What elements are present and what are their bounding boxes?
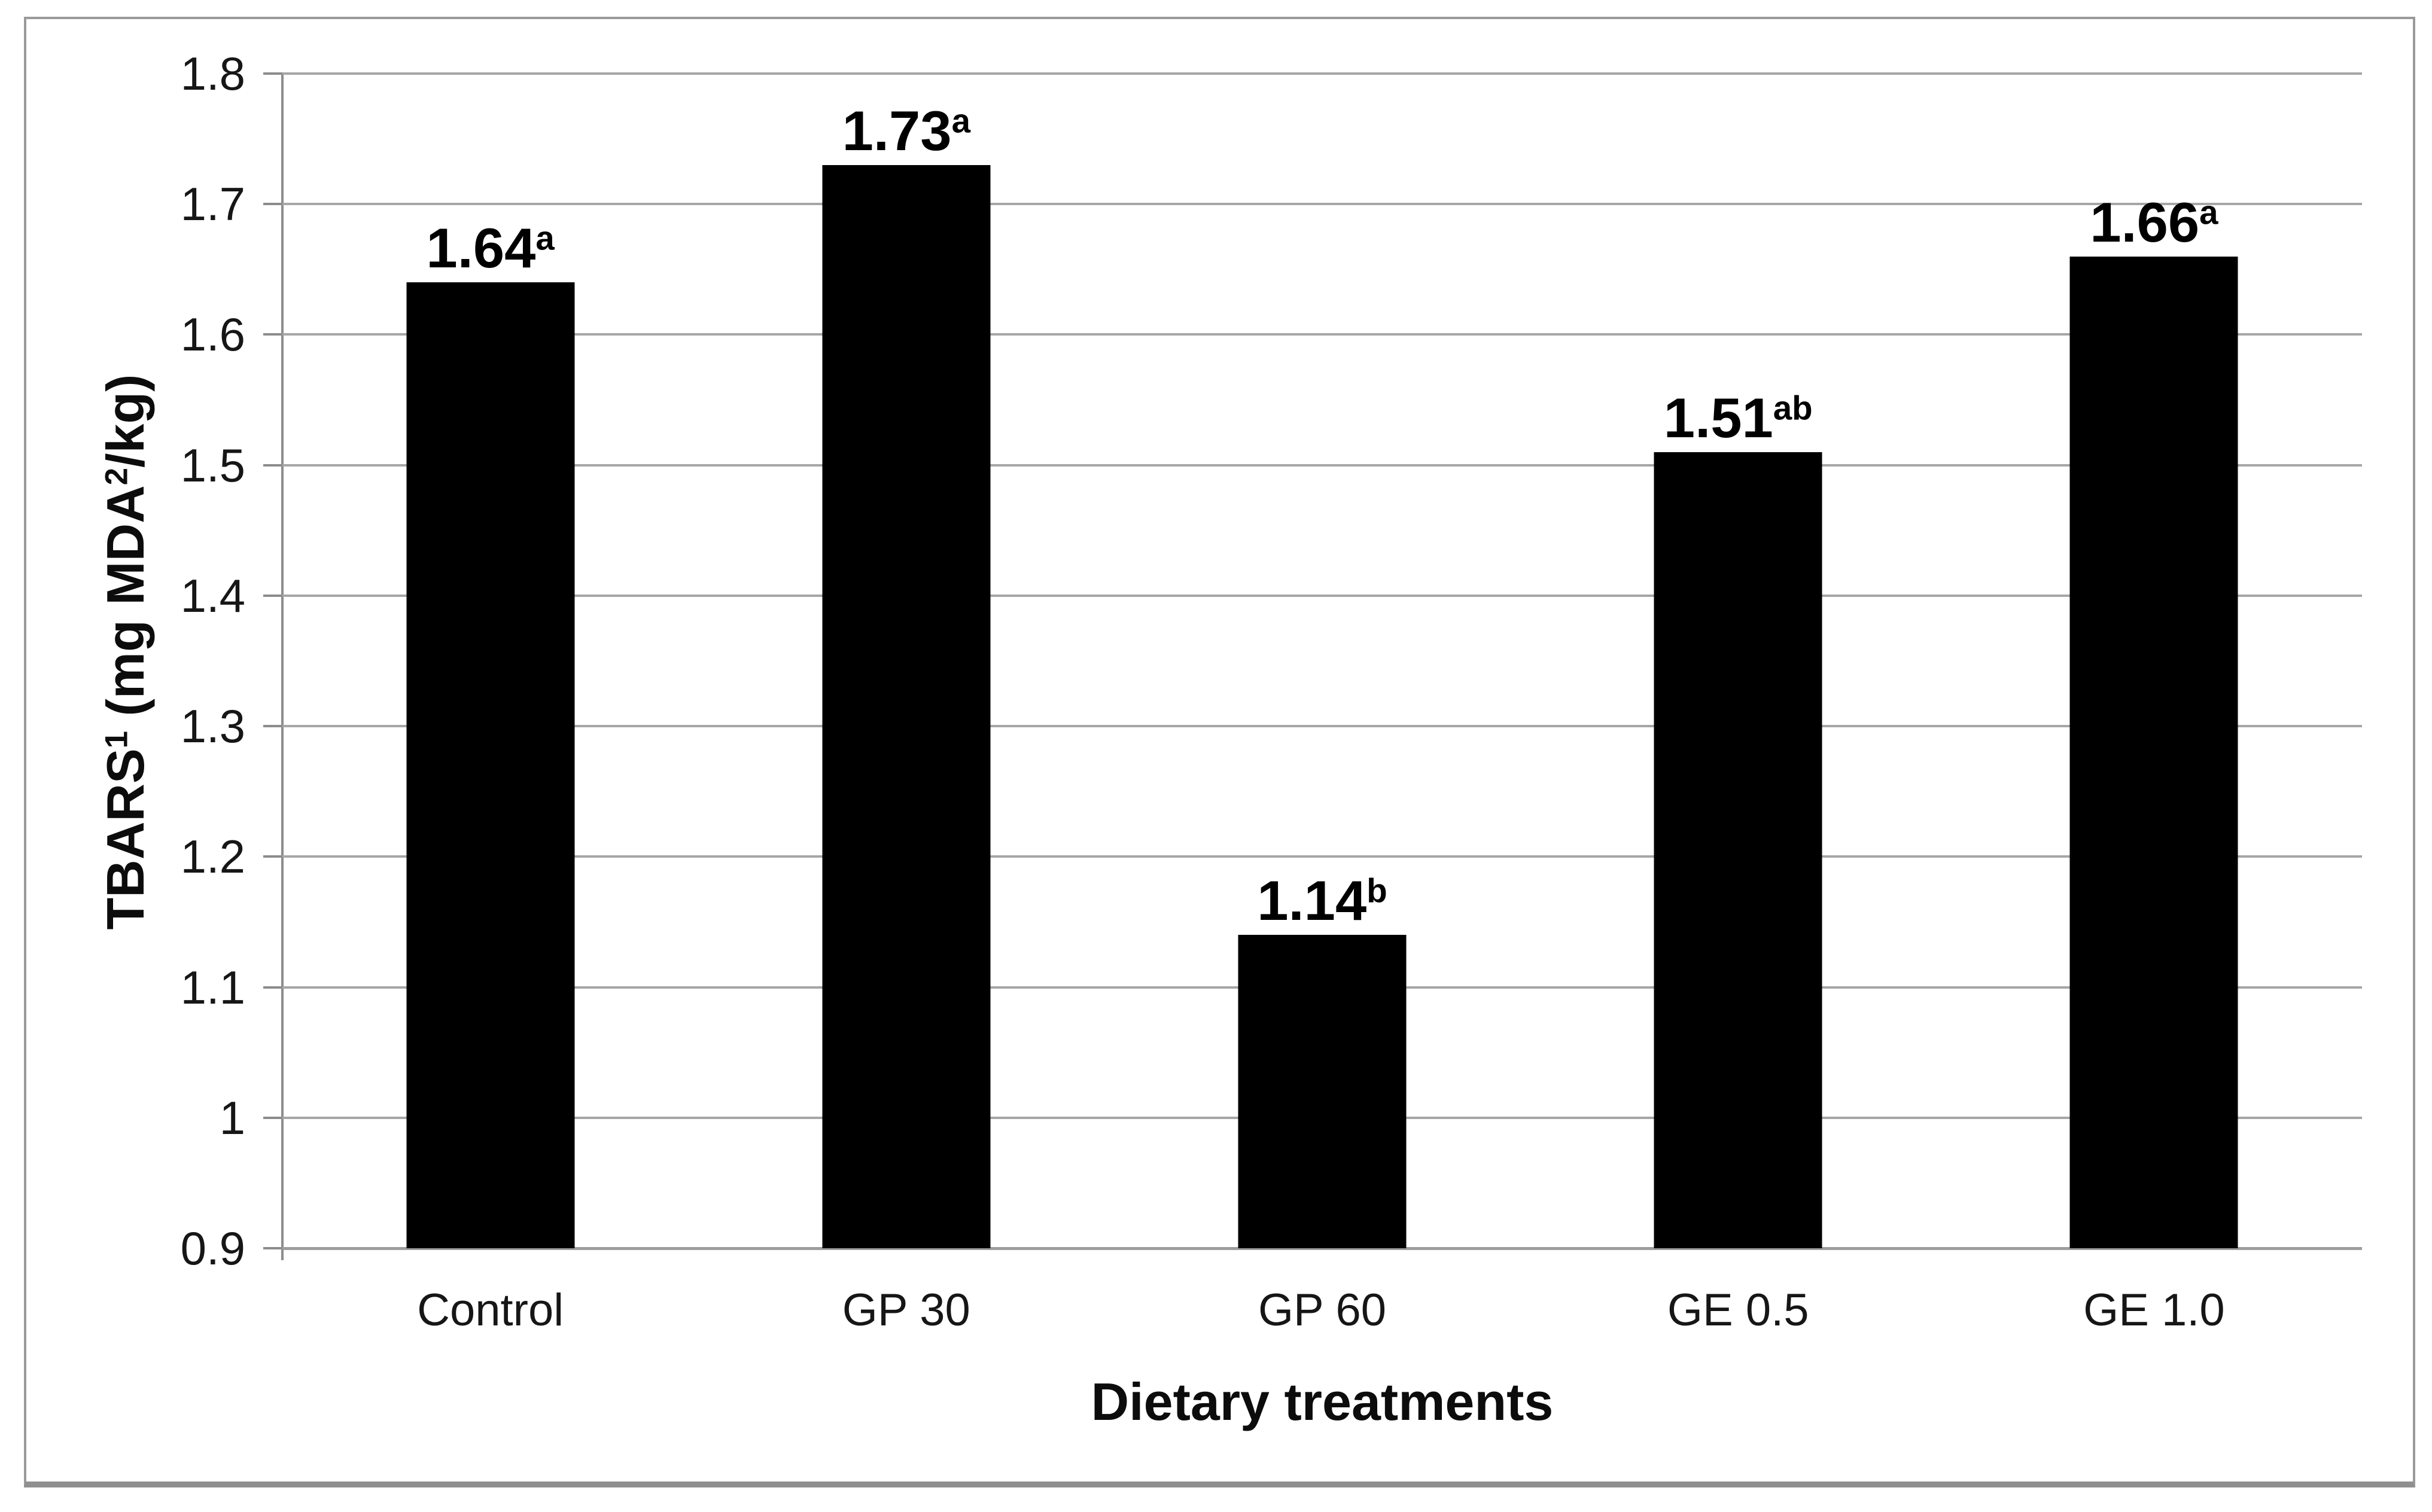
x-category-label: GP 30: [842, 1285, 970, 1336]
bar-gp-30: [822, 164, 991, 1248]
bar-slot: 1.51ab: [1530, 74, 1946, 1248]
gridline: [282, 855, 2362, 858]
bar-ge-1-0: [2069, 256, 2238, 1248]
y-tick-label: 1.1: [180, 961, 245, 1014]
y-axis-tick: [263, 72, 282, 75]
gridline: [282, 333, 2362, 336]
y-tick-label: 1.4: [180, 569, 245, 622]
x-category-label: GP 60: [1258, 1285, 1387, 1336]
y-tick-label: 1.8: [180, 47, 245, 100]
significance-superscript: a: [535, 219, 555, 257]
x-axis-line: [282, 1247, 2362, 1250]
bar-control: [406, 282, 575, 1248]
significance-superscript: a: [951, 102, 970, 140]
y-tick-label: 1: [219, 1091, 245, 1144]
y-axis-tick: [263, 333, 282, 336]
significance-superscript: a: [2199, 193, 2218, 231]
x-category-label: Control: [417, 1285, 564, 1336]
bar-slot: 1.73a: [698, 74, 1114, 1248]
y-axis-tick: [263, 986, 282, 989]
gridline: [282, 72, 2362, 75]
y-axis-tick: [263, 203, 282, 206]
bar-value-label: 1.64a: [426, 217, 555, 280]
gridline: [282, 464, 2362, 467]
significance-superscript: ab: [1773, 389, 1813, 427]
y-axis-tick: [263, 1116, 282, 1119]
y-axis-line: [281, 74, 284, 1260]
plot-area: 1.64a 1.73a 1.14b 1.51ab 1.66a: [282, 72, 2362, 1250]
y-tick-label: 1.2: [180, 830, 245, 883]
x-axis-category-labels: Control GP 30 GP 60 GE 0.5 GE 1.0: [282, 1283, 2362, 1338]
y-axis-tick: [263, 594, 282, 597]
bar-value-label: 1.14b: [1257, 869, 1387, 932]
y-axis-tick: [263, 725, 282, 728]
bar-slot: 1.64a: [282, 74, 698, 1248]
y-axis-tick-labels: 1.8 1.7 1.6 1.5 1.4 1.3 1.2 1.1 1 0.9: [26, 50, 251, 1272]
gridline: [282, 203, 2362, 206]
bar-ge-0-5: [1654, 452, 1822, 1248]
significance-superscript: b: [1366, 871, 1387, 910]
x-axis-title: Dietary treatments: [1091, 1372, 1554, 1431]
bar-value-label: 1.51ab: [1663, 386, 1813, 449]
bar-slot: 1.66a: [1946, 74, 2362, 1248]
bar-value-label: 1.66a: [2090, 190, 2218, 254]
bar-gp-60: [1238, 935, 1407, 1248]
y-tick-label: 0.9: [180, 1222, 245, 1275]
x-category-label: GE 1.0: [2083, 1285, 2225, 1336]
gridline: [282, 725, 2362, 728]
y-tick-label: 1.7: [180, 178, 245, 231]
bar-slot: 1.14b: [1114, 74, 1530, 1248]
x-category-label: GE 0.5: [1667, 1285, 1809, 1336]
y-tick-label: 1.6: [180, 308, 245, 361]
y-tick-label: 1.3: [180, 700, 245, 753]
y-axis-tick: [263, 1247, 282, 1249]
chart-figure: TBARS1 (mg MDA2/kg) 1.8 1.7 1.6 1.5 1.4 1.3 1.…: [24, 17, 2415, 1487]
y-axis-ticks: [263, 72, 282, 1249]
y-axis-tick: [263, 464, 282, 467]
y-axis-tick: [263, 855, 282, 858]
y-tick-label: 1.5: [180, 438, 245, 492]
gridline: [282, 594, 2362, 597]
bar-value-label: 1.73a: [842, 99, 970, 162]
